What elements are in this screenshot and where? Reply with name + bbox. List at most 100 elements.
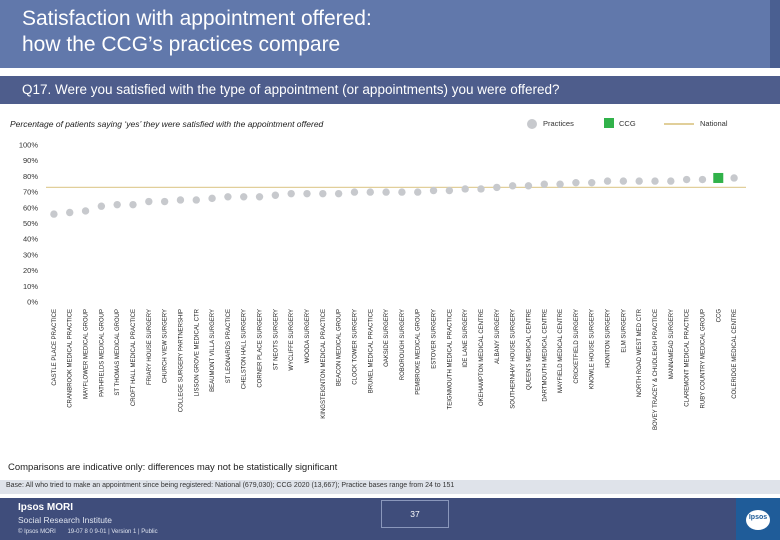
practice-point [603, 177, 612, 185]
practice-point [619, 177, 628, 185]
practice-point [556, 180, 564, 188]
x-tick-label: ST THOMAS MEDICAL GROUP [115, 309, 121, 396]
practice-comparison-chart: 0% 10% 20% 30% 40% 50% 60% 70% 80% 90% 100% CASTLE … [19, 141, 746, 430]
practice-point [524, 182, 533, 190]
legend-ccg-marker [604, 118, 614, 128]
x-tick-label: MANNAMEAD SURGERY [669, 309, 675, 379]
x-tick-label: COLERIDGE MEDICAL CENTRE [732, 309, 738, 399]
ipsos-mori-logo: Ipsos MORI [18, 502, 74, 513]
ccg-point [713, 172, 724, 183]
practice-point [540, 180, 548, 188]
x-tick-label: CRANBROOK MEDICAL PRACTICE [68, 309, 74, 408]
legend-ccg-label: CCG [619, 119, 636, 128]
x-tick-label: BEAUMONT VILLA SURGERY [210, 309, 216, 392]
x-tick-label: ALBANY SURGERY [495, 309, 501, 364]
practice-point [271, 191, 280, 199]
practice-point [66, 208, 74, 217]
x-tick-label: IDE LANE SURGERY [463, 309, 469, 368]
x-tick-label: CASTLE PLACE PRACTICE [52, 309, 58, 386]
x-tick-label: LISSON GROVE MEDICAL CTR [194, 308, 200, 396]
practice-point [588, 178, 596, 187]
base-note: Base: All who tried to make an appointme… [6, 482, 455, 489]
x-tick-label: DARTMOUTH MEDICAL CENTRE [542, 309, 548, 402]
x-tick-label: PEMBROKE MEDICAL GROUP [416, 309, 422, 395]
practice-point [287, 189, 295, 198]
practice-point [176, 196, 185, 204]
legend-national-marker [664, 123, 694, 125]
x-tick-label: CRICKETFIELD SURGERY [574, 309, 580, 384]
chart-subtitle: Percentage of patients saying ‘yes’ they… [10, 119, 324, 129]
practice-point [572, 178, 580, 187]
practice-point [240, 193, 248, 201]
ipsos-logo-icon [746, 510, 770, 530]
practice-point [208, 194, 216, 203]
x-tick-label: CCG [716, 309, 722, 323]
footnote: Comparisons are indicative only: differe… [8, 462, 338, 473]
practice-point [461, 185, 469, 193]
x-tick-label: OKEHAMPTON MEDICAL CENTRE [479, 309, 485, 406]
practice-point [398, 188, 406, 196]
x-tick-label: COLLEGE SURGERY PARTNERSHIP [178, 309, 184, 412]
x-tick-label: ROBOROUGH SURGERY [400, 309, 406, 380]
practice-point [50, 210, 58, 218]
legend-practices-label: Practices [543, 119, 574, 128]
x-tick-label: KINGSTEIGNTON MEDICAL PRACTICE [321, 309, 327, 419]
x-tick-label: BEACON MEDICAL GROUP [337, 309, 343, 386]
title-bar-edge [770, 0, 780, 68]
practice-point [145, 197, 153, 206]
y-tick-label: 40% [23, 235, 38, 244]
title-bar: Satisfaction with appointment offered: h… [0, 0, 780, 68]
practice-point [682, 175, 691, 184]
x-tick-label: SOUTHERNHAY HOUSE SURGERY [511, 309, 517, 409]
y-tick-label: 50% [23, 219, 38, 228]
x-tick-label: WYCLIFFE SURGERY [289, 309, 295, 371]
x-tick-label: HONITON SURGERY [606, 309, 612, 368]
y-tick-label: 80% [23, 172, 38, 181]
x-tick-label: ELM SURGERY [621, 309, 627, 353]
page-number-box: 37 [381, 500, 449, 528]
x-tick-label: TEIGNMOUTH MEDICAL PRACTICE [447, 309, 453, 409]
x-tick-label: CLOCK TOWER SURGERY [352, 309, 358, 385]
practice-point [113, 200, 121, 209]
x-tick-label: CHURCH VIEW SURGERY [163, 309, 169, 383]
practice-point [350, 188, 359, 196]
x-tick-label: WOODA SURGERY [305, 309, 311, 363]
ipsos-badge-text: Ipsos [748, 514, 768, 521]
y-tick-label: 70% [23, 188, 38, 197]
logo-subtitle: Social Research Institute [18, 515, 113, 525]
y-tick-label: 90% [23, 156, 38, 165]
practice-point [382, 188, 390, 196]
practice-point [97, 202, 106, 210]
x-tick-label: MAYFIELD MEDICAL CENTRE [558, 309, 564, 393]
x-tick-label: CORNER PLACE SURGERY [258, 309, 264, 388]
slide-title-line-2: how the CCG’s practices compare [22, 33, 341, 56]
practice-point [255, 193, 264, 201]
practice-point [698, 175, 707, 184]
legend-national-label: National [700, 119, 728, 128]
footer-meta: © Ipsos MORI 19-07 8 0 9-01 | Version 1 … [18, 529, 168, 535]
practice-point [192, 196, 200, 204]
practice-point [303, 189, 311, 198]
practice-point [651, 177, 659, 185]
base-note-bar: Base: All who tried to make an appointme… [0, 480, 780, 494]
y-tick-label: 60% [23, 203, 38, 212]
practice-point [319, 189, 327, 198]
x-tick-label: FRIARY HOUSE SURGERY [147, 309, 153, 385]
x-tick-label: ST LEONARDS PRACTICE [226, 309, 232, 383]
y-tick-label: 0% [27, 298, 38, 307]
x-tick-label: BRUNEL MEDICAL PRACTICE [368, 309, 374, 393]
practice-point [334, 189, 343, 198]
practice-point [81, 207, 90, 215]
practice-point [414, 188, 422, 196]
practice-point [445, 186, 454, 195]
x-tick-label: ESTOVER SURGERY [432, 309, 438, 369]
x-tick-label: CLAREMONT MEDICAL PRACTICE [685, 309, 691, 407]
footer: Ipsos MORI Social Research Institute © I… [0, 498, 780, 540]
practice-point [366, 188, 374, 196]
y-tick-label: 100% [19, 141, 39, 150]
practice-point [635, 177, 643, 185]
x-tick-label: MAYFLOWER MEDICAL GROUP [84, 309, 90, 399]
practice-point [493, 183, 501, 192]
y-tick-label: 30% [23, 250, 38, 259]
x-tick-label: RUBY COUNTRY MEDICAL GROUP [700, 309, 706, 408]
